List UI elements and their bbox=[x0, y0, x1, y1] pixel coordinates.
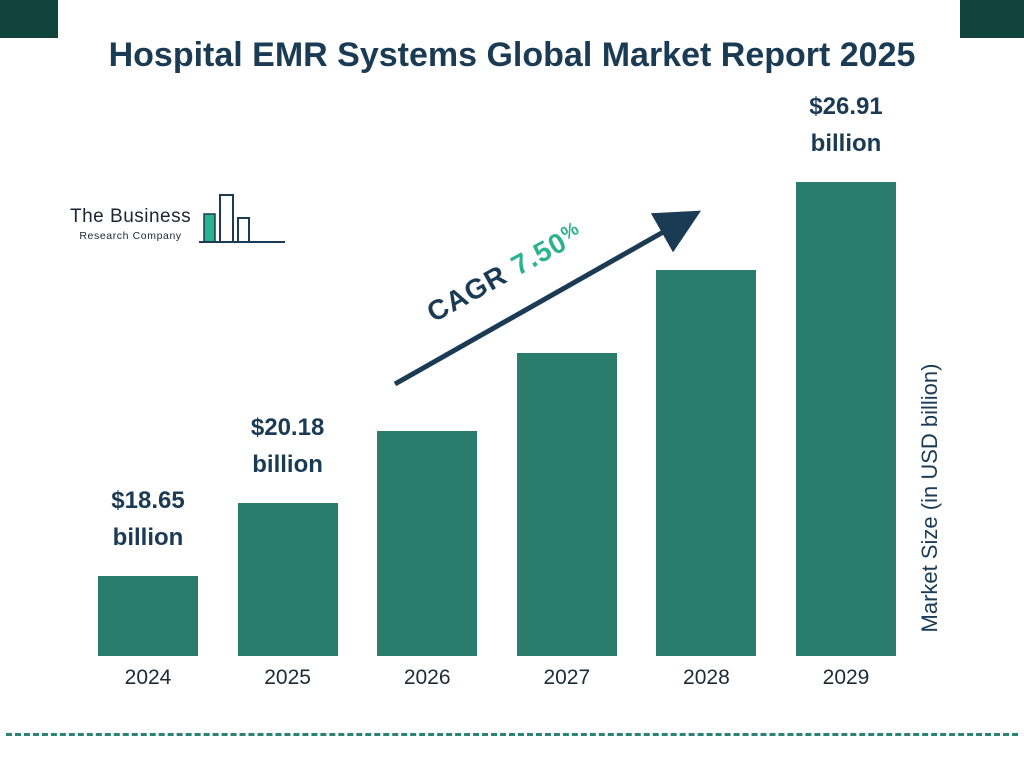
x-tick-2029: 2029 bbox=[822, 666, 870, 689]
value-label-2025: $20.18 billion bbox=[250, 414, 325, 478]
corner-accent-right bbox=[960, 0, 1024, 38]
bottom-dashed-line bbox=[6, 733, 1018, 736]
y-axis-label: Market Size (in USD billion) bbox=[917, 363, 942, 633]
bar-2024 bbox=[98, 576, 198, 656]
bar-2026 bbox=[377, 431, 478, 656]
company-logo: The Business Research Company bbox=[70, 192, 287, 256]
page-title: Hospital EMR Systems Global Market Repor… bbox=[108, 36, 916, 74]
corner-accent-left bbox=[0, 0, 58, 38]
company-logo-text: The Business Research Company bbox=[70, 206, 191, 242]
x-tick-2028: 2028 bbox=[683, 666, 730, 689]
logo-name: The Business bbox=[70, 206, 192, 227]
logo-chart-icon bbox=[199, 194, 286, 243]
x-tick-2025: 2025 bbox=[264, 666, 311, 689]
x-tick-2027: 2027 bbox=[543, 666, 591, 689]
x-tick-2024: 2024 bbox=[124, 666, 172, 689]
x-tick-2026: 2026 bbox=[403, 666, 451, 689]
bar-2028 bbox=[656, 270, 757, 656]
bar-2025 bbox=[237, 503, 338, 656]
bar-2029 bbox=[796, 182, 896, 656]
bar-2027 bbox=[516, 353, 617, 656]
logo-subtitle: Research Company bbox=[79, 230, 182, 242]
value-label-2024: $18.65 billion bbox=[111, 487, 185, 551]
value-label-2029: $26.91 billion bbox=[809, 93, 883, 157]
